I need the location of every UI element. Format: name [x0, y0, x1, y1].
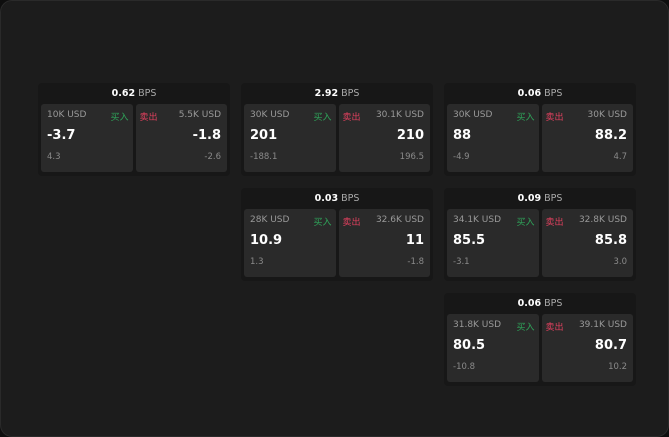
sell-label: 卖出	[545, 323, 564, 333]
spread-header: 0.06 BPS	[447, 83, 633, 104]
buy-size: 31.8K USD	[453, 320, 502, 330]
buy-label: 买入	[110, 113, 129, 123]
sell-change: 3.0	[613, 257, 627, 267]
buy-price: 80.5	[453, 338, 486, 353]
buy-size: 10K USD	[47, 110, 87, 120]
sell-size: 32.6K USD	[375, 215, 424, 225]
sell-panel[interactable]: 卖出 5.5K USD -1.8 -2.6	[135, 104, 227, 172]
quote-card: 0.06 BPS 30K USD 买入 88 -4.9 卖出 30K USD 8…	[444, 83, 636, 176]
sell-price: 210	[396, 128, 424, 143]
spread-unit: BPS	[341, 88, 360, 99]
buy-label: 买入	[313, 113, 332, 123]
buy-change: 1.3	[250, 257, 264, 267]
spread-value: 0.03	[314, 193, 339, 204]
sell-change: -1.8	[407, 257, 424, 267]
buy-panel[interactable]: 28K USD 买入 10.9 1.3	[244, 209, 336, 277]
sell-label: 卖出	[342, 113, 361, 123]
sell-panel[interactable]: 卖出 32.8K USD 85.8 3.0	[541, 209, 633, 277]
buy-price: 10.9	[250, 233, 283, 248]
buy-change: -4.9	[453, 152, 470, 162]
sell-price: 80.7	[594, 338, 627, 353]
sell-price: 11	[405, 233, 424, 248]
buy-panel[interactable]: 31.8K USD 买入 80.5 -10.8	[447, 314, 539, 382]
sell-change: -2.6	[204, 152, 221, 162]
buy-change: -3.1	[453, 257, 470, 267]
sell-change: 196.5	[399, 152, 424, 162]
spread-header: 0.06 BPS	[447, 293, 633, 314]
sell-change: 10.2	[608, 362, 627, 372]
buy-size: 28K USD	[250, 215, 290, 225]
sell-size: 5.5K USD	[178, 110, 221, 120]
buy-label: 买入	[313, 218, 332, 228]
buy-price: 85.5	[453, 233, 486, 248]
spread-unit: BPS	[138, 88, 157, 99]
buy-panel[interactable]: 30K USD 买入 88 -4.9	[447, 104, 539, 172]
buy-size: 30K USD	[453, 110, 493, 120]
quote-card: 2.92 BPS 30K USD 买入 201 -188.1 卖出 30.1K …	[241, 83, 433, 176]
sell-size: 32.8K USD	[578, 215, 627, 225]
sell-label: 卖出	[342, 218, 361, 228]
buy-price: 88	[453, 128, 472, 143]
spread-value: 0.62	[111, 88, 136, 99]
buy-size: 34.1K USD	[453, 215, 502, 225]
buy-label: 买入	[516, 323, 535, 333]
buy-size: 30K USD	[250, 110, 290, 120]
buy-panel[interactable]: 34.1K USD 买入 85.5 -3.1	[447, 209, 539, 277]
spread-header: 0.09 BPS	[447, 188, 633, 209]
spread-unit: BPS	[544, 298, 563, 309]
quote-card: 0.09 BPS 34.1K USD 买入 85.5 -3.1 卖出 32.8K…	[444, 188, 636, 281]
sell-size: 39.1K USD	[578, 320, 627, 330]
sell-label: 卖出	[545, 218, 564, 228]
buy-change: 4.3	[47, 152, 61, 162]
buy-price: -3.7	[47, 128, 76, 143]
sell-panel[interactable]: 卖出 32.6K USD 11 -1.8	[338, 209, 430, 277]
sell-price: 88.2	[594, 128, 627, 143]
spread-value: 2.92	[314, 88, 339, 99]
spread-value: 0.06	[517, 88, 542, 99]
spread-header: 2.92 BPS	[244, 83, 430, 104]
buy-change: -188.1	[250, 152, 278, 162]
quote-card: 0.62 BPS 10K USD 买入 -3.7 4.3 卖出 5.5K USD…	[38, 83, 230, 176]
spread-header: 0.62 BPS	[41, 83, 227, 104]
buy-price: 201	[250, 128, 278, 143]
spread-header: 0.03 BPS	[244, 188, 430, 209]
spread-unit: BPS	[544, 88, 563, 99]
sell-label: 卖出	[545, 113, 564, 123]
sell-price: 85.8	[594, 233, 627, 248]
sell-price: -1.8	[192, 128, 221, 143]
sell-size: 30.1K USD	[375, 110, 424, 120]
buy-panel[interactable]: 30K USD 买入 201 -188.1	[244, 104, 336, 172]
sell-label: 卖出	[139, 113, 158, 123]
spread-value: 0.06	[517, 298, 542, 309]
spread-value: 0.09	[517, 193, 542, 204]
sell-size: 30K USD	[587, 110, 627, 120]
spread-unit: BPS	[544, 193, 563, 204]
spread-unit: BPS	[341, 193, 360, 204]
sell-panel[interactable]: 卖出 30K USD 88.2 4.7	[541, 104, 633, 172]
buy-label: 买入	[516, 113, 535, 123]
buy-change: -10.8	[453, 362, 475, 372]
sell-panel[interactable]: 卖出 39.1K USD 80.7 10.2	[541, 314, 633, 382]
buy-panel[interactable]: 10K USD 买入 -3.7 4.3	[41, 104, 133, 172]
sell-panel[interactable]: 卖出 30.1K USD 210 196.5	[338, 104, 430, 172]
buy-label: 买入	[516, 218, 535, 228]
quote-card: 0.06 BPS 31.8K USD 买入 80.5 -10.8 卖出 39.1…	[444, 293, 636, 386]
quote-card: 0.03 BPS 28K USD 买入 10.9 1.3 卖出 32.6K US…	[241, 188, 433, 281]
sell-change: 4.7	[613, 152, 627, 162]
